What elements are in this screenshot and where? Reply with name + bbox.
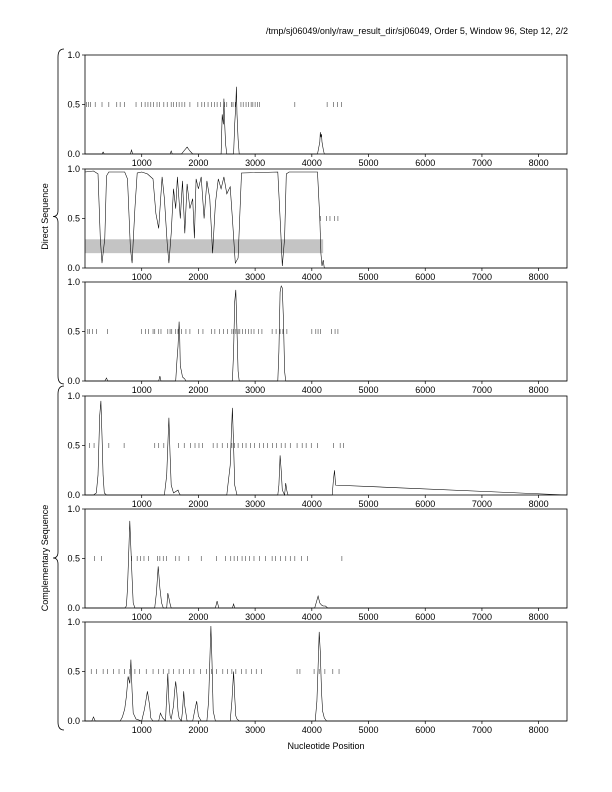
- x-tick-label: 8000: [529, 725, 549, 735]
- y-tick-label: 1.0: [67, 391, 80, 401]
- x-tick-label: 2000: [188, 612, 208, 622]
- plot-frame: [84, 621, 568, 722]
- x-tick-label: 6000: [415, 272, 435, 282]
- plot-frame: [84, 395, 568, 496]
- x-tick-label: 7000: [472, 158, 492, 168]
- y-tick-label: 1.0: [67, 50, 80, 60]
- x-tick-label: 5000: [359, 158, 379, 168]
- x-tick-label: 4000: [302, 158, 322, 168]
- x-tick-label: 5000: [359, 385, 379, 395]
- x-tick-label: 2000: [188, 272, 208, 282]
- panel-3: 0.0 0.5 1.0 1000 2000 3000 4000 5000 6000 7000 800…: [67, 277, 568, 395]
- x-tick-label: 7000: [472, 499, 492, 509]
- x-tick-label: 3000: [245, 158, 265, 168]
- x-tick-label: 1000: [132, 499, 152, 509]
- complementary-sequence-brace: [52, 385, 65, 731]
- x-tick-label: 2000: [188, 385, 208, 395]
- x-tick-label: 1000: [132, 725, 152, 735]
- x-tick-label: 3000: [245, 612, 265, 622]
- x-tick-label: 8000: [529, 612, 549, 622]
- y-tick-label: 0.0: [67, 603, 80, 613]
- x-tick-label: 6000: [415, 612, 435, 622]
- x-tick-label: 3000: [245, 272, 265, 282]
- x-tick-label: 8000: [529, 385, 549, 395]
- x-tick-label: 8000: [529, 499, 549, 509]
- series-line: [85, 285, 567, 382]
- series-line: [85, 86, 567, 155]
- x-tick-label: 1000: [132, 272, 152, 282]
- direct-sequence-brace: [52, 48, 65, 385]
- panel-1: 0.0 0.5 1.0 1000 2000 3000 4000 5000 6000 7000 800…: [67, 50, 568, 168]
- x-tick-label: 3000: [245, 725, 265, 735]
- x-tick-label: 1000: [132, 158, 152, 168]
- series-line: [85, 625, 567, 722]
- direct-sequence-label: Direct Sequence: [40, 183, 50, 250]
- panel-2: 0.0 0.5 1.0 1000 2000 3000 4000 5000 6000 7000 800…: [67, 164, 568, 282]
- x-tick-label: 7000: [472, 612, 492, 622]
- y-tick-label: 1.0: [67, 277, 80, 287]
- y-tick-label: 0.5: [67, 100, 80, 110]
- y-tick-label: 0.0: [67, 376, 80, 386]
- shaded-band: [85, 239, 324, 254]
- y-tick-label: 0.5: [67, 667, 80, 677]
- x-tick-label: 2000: [188, 499, 208, 509]
- x-tick-label: 4000: [302, 612, 322, 622]
- panel-5: 0.0 0.5 1.0 1000 2000 3000 4000 5000 6000 7000 800…: [67, 504, 568, 622]
- x-tick-label: 3000: [245, 385, 265, 395]
- x-tick-label: 4000: [302, 499, 322, 509]
- x-axis-label: Nucleotide Position: [287, 741, 364, 751]
- y-tick-label: 0.0: [67, 149, 80, 159]
- x-tick-label: 7000: [472, 725, 492, 735]
- y-tick-label: 0.5: [67, 327, 80, 337]
- x-tick-label: 3000: [245, 499, 265, 509]
- x-tick-label: 6000: [415, 725, 435, 735]
- x-tick-label: 4000: [302, 725, 322, 735]
- x-tick-label: 7000: [472, 385, 492, 395]
- x-tick-label: 5000: [359, 499, 379, 509]
- series-line: [84, 170, 567, 269]
- x-tick-label: 7000: [472, 272, 492, 282]
- x-tick-label: 8000: [529, 158, 549, 168]
- x-tick-label: 6000: [415, 499, 435, 509]
- x-tick-label: 2000: [188, 158, 208, 168]
- x-tick-label: 5000: [359, 612, 379, 622]
- panel-4: 0.0 0.5 1.0 1000 2000 3000 4000 5000 6000 7000 800…: [67, 391, 568, 509]
- plot-header: /tmp/sj06049/only/raw_result_dir/sj06049…: [265, 26, 568, 36]
- y-tick-label: 0.5: [67, 441, 80, 451]
- y-tick-label: 0.5: [67, 554, 80, 564]
- x-tick-label: 8000: [529, 272, 549, 282]
- y-tick-label: 1.0: [67, 504, 80, 514]
- x-tick-label: 4000: [302, 272, 322, 282]
- x-tick-label: 6000: [415, 158, 435, 168]
- complementary-sequence-label: Complementary Sequence: [40, 505, 50, 612]
- x-tick-label: 5000: [359, 272, 379, 282]
- y-tick-label: 1.0: [67, 617, 80, 627]
- plot-frame: [84, 281, 568, 382]
- x-tick-label: 6000: [415, 385, 435, 395]
- x-tick-label: 5000: [359, 725, 379, 735]
- panel-6: 0.0 0.5 1.0 1000 2000 3000 4000 5000 6000 7000 800…: [67, 617, 568, 735]
- series-line: [85, 520, 567, 609]
- y-tick-label: 0.0: [67, 263, 80, 273]
- y-tick-label: 0.0: [67, 490, 80, 500]
- series-line: [85, 400, 568, 497]
- y-tick-label: 0.5: [67, 214, 80, 224]
- x-tick-label: 1000: [132, 385, 152, 395]
- x-tick-label: 1000: [132, 612, 152, 622]
- x-tick-label: 4000: [302, 385, 322, 395]
- y-tick-label: 1.0: [67, 164, 80, 174]
- y-tick-label: 0.0: [67, 716, 80, 726]
- x-tick-label: 2000: [188, 725, 208, 735]
